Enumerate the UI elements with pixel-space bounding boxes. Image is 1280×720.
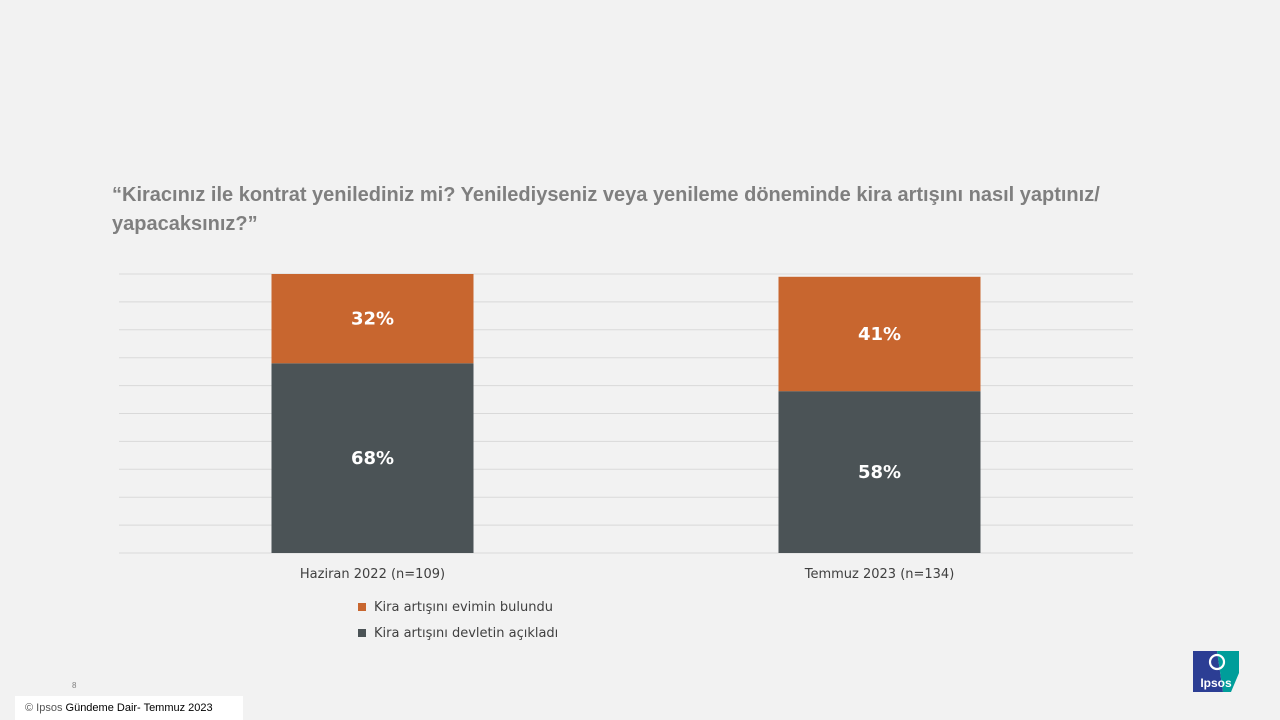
bar-segment [271,363,474,553]
chart-bar-labels: 68% 32% 58% 41% [351,309,901,483]
footer-copyright: © Ipsos [25,702,63,714]
chart-bars [271,274,981,553]
bar-segment [778,276,981,392]
legend-swatch [358,629,366,637]
chart-gridlines [119,273,1133,554]
legend-item: Kira artışını devletin açıkladı [358,620,558,646]
legend-label: Kira artışını devletin açıkladı [374,625,559,641]
ipsos-logo: Ipsos [1193,651,1239,692]
footer-text: © Ipsos Gündeme Dair- Temmuz 2023 [25,702,213,714]
legend-label: Kira artışını evimin bulundu [374,599,553,615]
legend-swatch [358,603,366,611]
bar-data-label: 68% [351,448,394,469]
chart-category-labels: Haziran 2022 (n=109) Temmuz 2023 (n=134) [300,567,954,582]
legend-item: Kira artışını evimin bulundu [358,594,558,620]
chart-legend: Kira artışını evimin bulundu Kira artışı… [358,594,558,646]
footer-report-name: Gündeme Dair- Temmuz 2023 [65,702,213,714]
logo-text: Ipsos [1200,676,1232,690]
category-label: Haziran 2022 (n=109) [300,567,445,582]
category-label: Temmuz 2023 (n=134) [804,567,955,582]
bar-segment [271,274,474,364]
page-number: 8 [72,681,77,690]
footer: © Ipsos Gündeme Dair- Temmuz 2023 [15,696,243,720]
bar-data-label: 58% [858,462,901,483]
bar-segment [778,391,981,553]
slide-title: “Kiracınız ile kontrat yenilediniz mi? Y… [112,184,1100,235]
bar-data-label: 41% [858,324,901,345]
bar-data-label: 32% [351,309,394,330]
